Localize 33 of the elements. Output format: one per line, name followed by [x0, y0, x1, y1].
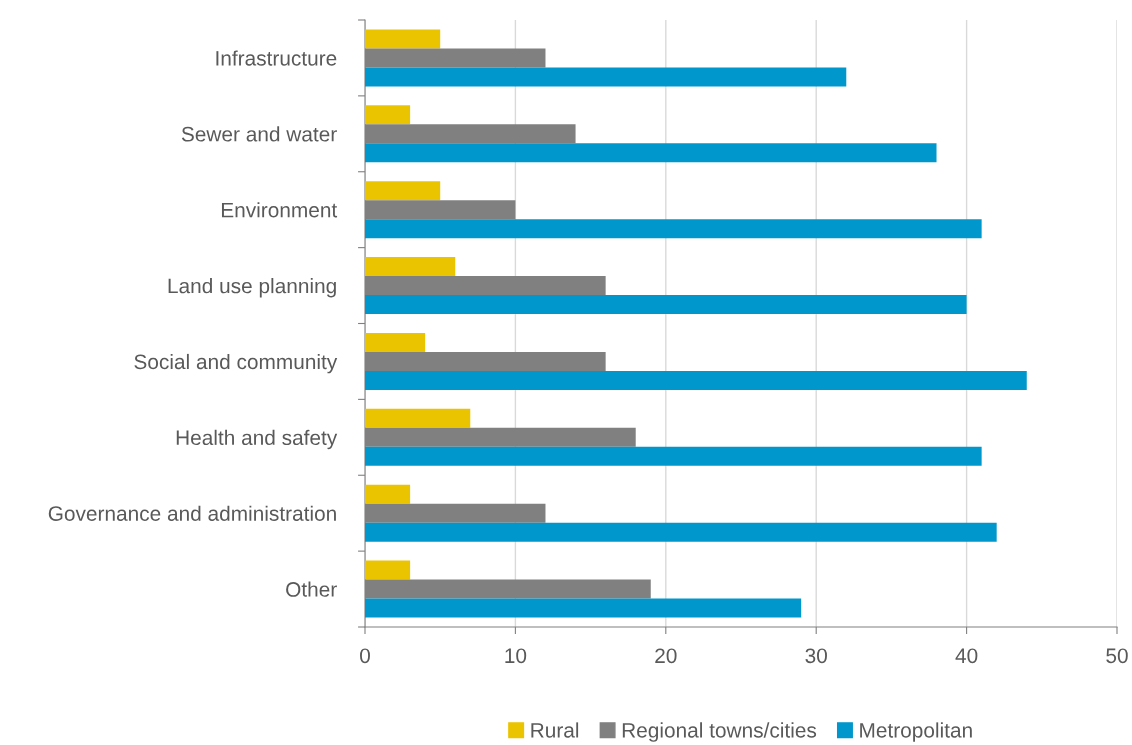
bar: [365, 29, 441, 49]
bar: [365, 408, 471, 428]
x-tick-label: 0: [360, 648, 370, 664]
bar: [365, 181, 441, 201]
bar: [365, 370, 1027, 390]
y-tick-label: Infrastructure: [216, 50, 337, 66]
bar: [365, 105, 411, 125]
y-tick-label: Environment: [221, 202, 338, 218]
y-tick-label: Health and safety: [176, 429, 338, 450]
bar: [365, 560, 411, 580]
y-tick-label: Land use planning: [168, 278, 336, 298]
y-tick-label: Social and community: [134, 353, 338, 374]
bar: [365, 446, 982, 466]
bar: [365, 598, 802, 618]
x-tick-label: 50: [1106, 648, 1128, 664]
bar: [365, 143, 937, 163]
legend-label: Regional towns/cities: [622, 722, 817, 742]
x-tick-label: 40: [955, 648, 978, 664]
bar: [365, 522, 997, 542]
y-tick-label: Governance and administration: [48, 505, 336, 521]
x-tick-label: 20: [655, 648, 677, 664]
bar: [365, 484, 411, 504]
legend-label: Rural: [531, 722, 579, 738]
x-tick-label: 30: [805, 648, 827, 664]
y-tick-label: Sewer and water: [181, 126, 337, 142]
bar: [365, 67, 847, 87]
bar: [365, 332, 426, 352]
x-tick-label: 10: [505, 648, 527, 664]
y-tick-label: Other: [286, 581, 337, 597]
bar: [365, 257, 456, 277]
bar: [365, 219, 982, 239]
bar: [365, 295, 967, 315]
legend-label: Metropolitan: [860, 722, 972, 742]
